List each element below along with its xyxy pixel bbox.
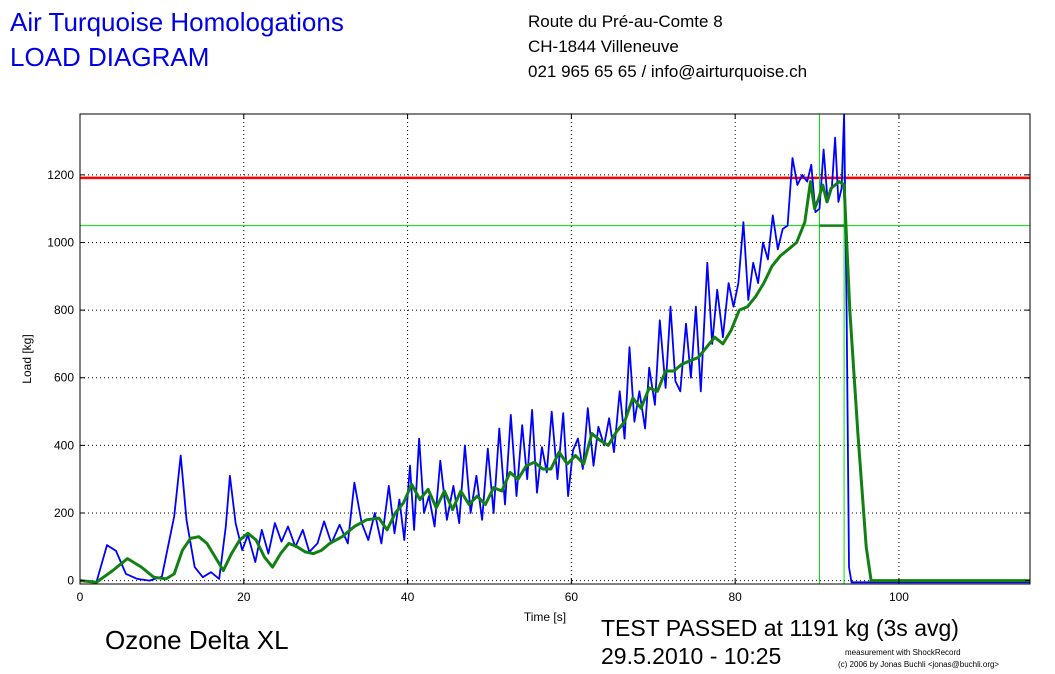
raw-load-line — [80, 114, 1030, 584]
average-load-line — [80, 180, 1030, 584]
reference-lines — [80, 114, 1030, 584]
x-tick-label: 100 — [889, 590, 909, 604]
chart-grid — [80, 114, 1030, 584]
y-tick-label: 600 — [54, 371, 74, 385]
y-tick-label: 0 — [67, 574, 74, 588]
y-tick-label: 200 — [54, 506, 74, 520]
x-tick-label: 40 — [401, 590, 415, 604]
x-axis-label: Time [s] — [524, 610, 566, 624]
doc-title: LOAD DIAGRAM — [10, 42, 210, 72]
product-name: Ozone Delta XL — [105, 625, 289, 655]
test-datetime: 29.5.2010 - 10:25 — [601, 643, 782, 669]
address-line-contact: 021 965 65 65 / info@airturquoise.ch — [528, 62, 808, 81]
org-title: Air Turquoise Homologations — [10, 7, 344, 37]
address-line-street: Route du Pré-au-Comte 8 — [528, 12, 723, 31]
y-tick-label: 1000 — [47, 235, 74, 249]
y-axis-label: Load [kg] — [20, 334, 34, 383]
x-tick-label: 60 — [565, 590, 579, 604]
chart-series — [80, 114, 1030, 584]
x-tick-label: 80 — [728, 590, 742, 604]
test-result: TEST PASSED at 1191 kg (3s avg) — [601, 615, 959, 641]
y-tick-label: 1200 — [47, 168, 74, 182]
y-tick-label: 800 — [54, 303, 74, 317]
credit-measurement: measurement with ShockRecord — [845, 648, 961, 657]
x-tick-label: 0 — [77, 590, 84, 604]
address-line-city: CH-1844 Villeneuve — [528, 37, 679, 56]
y-tick-label: 400 — [54, 438, 74, 452]
plot-frame — [79, 113, 1031, 585]
credit-copyright: (c) 2006 by Jonas Buchli <jonas@buchli.o… — [838, 660, 1000, 669]
x-tick-label: 20 — [237, 590, 251, 604]
